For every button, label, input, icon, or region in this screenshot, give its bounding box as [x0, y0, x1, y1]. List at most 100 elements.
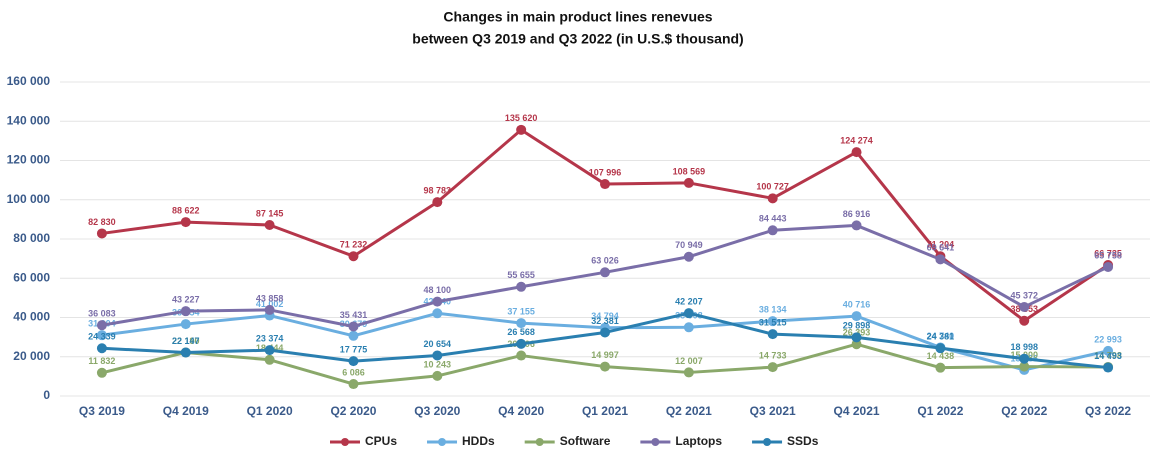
data-point — [516, 350, 527, 361]
legend-label: SSDs — [787, 434, 819, 448]
data-point — [432, 197, 443, 208]
x-tick-label: Q2 2020 — [330, 404, 376, 418]
data-point — [683, 251, 694, 262]
x-tick-label: Q3 2022 — [1085, 404, 1131, 418]
legend-marker — [535, 438, 544, 446]
data-label: 18 998 — [1010, 342, 1038, 352]
x-tick-label: Q3 2020 — [414, 404, 460, 418]
data-label: 22 190 — [172, 336, 200, 346]
data-label: 12 007 — [675, 356, 703, 366]
data-label: 22 147 — [172, 336, 200, 346]
data-label: 69 641 — [927, 243, 955, 253]
data-label: 6 086 — [342, 367, 365, 377]
data-label: 11 832 — [88, 356, 115, 366]
data-label: 135 620 — [505, 113, 538, 123]
legend-marker — [341, 438, 349, 446]
data-label: 84 443 — [759, 214, 787, 224]
data-point — [1103, 362, 1114, 373]
data-label: 22 993 — [1094, 334, 1122, 344]
data-point — [851, 339, 862, 350]
data-label: 42 207 — [675, 297, 703, 307]
chart-title: Changes in main product lines renevues — [443, 9, 712, 25]
y-tick-label: 140 000 — [7, 113, 51, 127]
y-tick-label: 120 000 — [7, 153, 51, 167]
data-label: 87 145 — [256, 208, 284, 218]
x-tick-label: Q1 2021 — [582, 404, 628, 418]
x-tick-label: Q3 2021 — [750, 404, 796, 418]
series-line — [101, 128, 1109, 323]
y-tick-label: 160 000 — [7, 74, 51, 88]
data-point — [96, 343, 107, 354]
data-point — [851, 147, 862, 158]
data-point — [432, 350, 443, 361]
data-point — [683, 308, 694, 319]
data-point — [264, 304, 275, 315]
data-label: 37 155 — [507, 306, 535, 316]
data-point — [600, 327, 610, 338]
data-label: 86 916 — [843, 209, 871, 219]
data-point — [851, 332, 862, 343]
y-tick-label: 60 000 — [13, 270, 50, 284]
data-point — [348, 251, 359, 262]
data-label: 32 381 — [591, 316, 619, 326]
data-label: 71 204 — [927, 240, 955, 250]
data-label: 48 100 — [424, 285, 452, 295]
data-point — [1019, 361, 1030, 372]
data-point — [683, 322, 694, 333]
data-label: 31 515 — [759, 318, 787, 328]
data-label: 24 740 — [927, 331, 955, 341]
data-point — [516, 124, 527, 135]
data-label: 17 775 — [340, 344, 368, 354]
data-point — [1019, 301, 1030, 312]
data-label: 20 654 — [424, 339, 452, 349]
data-point — [516, 338, 527, 349]
data-point — [96, 330, 107, 341]
data-point — [1103, 345, 1114, 356]
legend-label: HDDs — [462, 434, 495, 448]
data-label: 98 783 — [424, 186, 452, 196]
data-label: 55 655 — [507, 270, 535, 280]
legend-marker — [651, 438, 660, 446]
data-point — [264, 345, 275, 356]
data-point — [600, 361, 610, 372]
data-point — [600, 179, 610, 190]
data-point — [767, 316, 778, 327]
data-point — [851, 220, 862, 231]
data-label: 24 339 — [88, 332, 116, 342]
x-tick-label: Q1 2020 — [247, 404, 293, 418]
data-point — [432, 370, 443, 381]
x-tick-label: Q1 2022 — [917, 404, 963, 418]
data-point — [348, 321, 359, 332]
data-point — [516, 281, 527, 292]
data-label: 100 727 — [756, 182, 789, 192]
x-tick-label: Q4 2019 — [163, 404, 209, 418]
data-label: 63 026 — [591, 256, 619, 266]
data-label: 14 733 — [759, 350, 787, 360]
legend-label: CPUs — [365, 434, 397, 448]
data-point — [432, 296, 443, 307]
data-label: 38 134 — [759, 305, 787, 315]
data-point — [96, 228, 107, 239]
data-point — [1103, 261, 1114, 272]
y-tick-label: 0 — [43, 388, 50, 402]
data-label: 36 083 — [88, 309, 116, 319]
data-point — [96, 367, 107, 378]
data-label: 23 374 — [256, 334, 284, 344]
data-label: 34 794 — [591, 311, 619, 321]
data-label: 14 798 — [1094, 350, 1122, 360]
data-point — [348, 379, 359, 390]
legend-label: Software — [560, 434, 611, 448]
y-tick-label: 100 000 — [7, 192, 51, 206]
x-tick-label: Q4 2020 — [498, 404, 544, 418]
data-point — [264, 354, 275, 365]
data-label: 35 431 — [340, 310, 368, 320]
x-tick-label: Q2 2021 — [666, 404, 712, 418]
data-point — [180, 306, 191, 317]
data-point — [851, 311, 862, 322]
data-point — [683, 367, 694, 378]
data-label: 66 735 — [1094, 248, 1122, 258]
data-label: 41 002 — [256, 299, 284, 309]
data-point — [432, 308, 443, 319]
y-tick-label: 40 000 — [13, 310, 50, 324]
